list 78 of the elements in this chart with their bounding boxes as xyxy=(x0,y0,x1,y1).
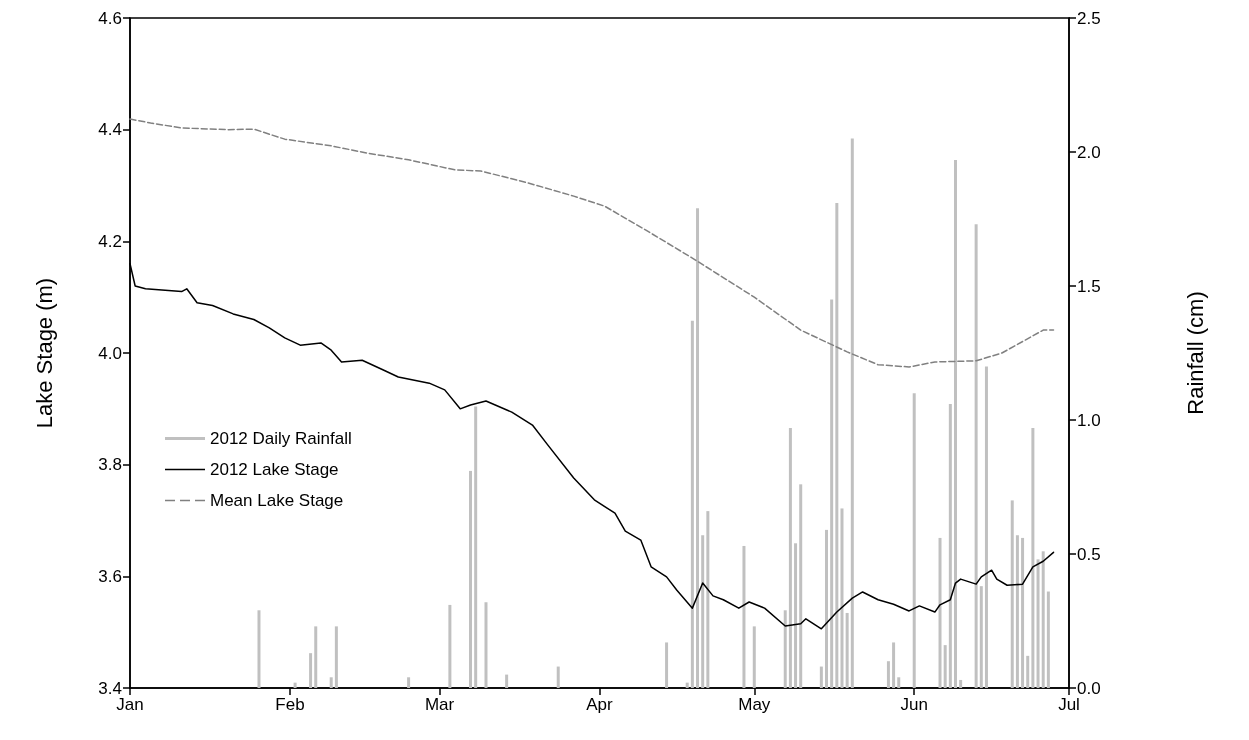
bar xyxy=(701,535,705,688)
bar xyxy=(1036,559,1040,688)
bar xyxy=(665,642,669,688)
bar xyxy=(794,543,798,688)
bar xyxy=(1015,535,1019,688)
y-tick-label: 4.2 xyxy=(98,231,122,251)
bar xyxy=(505,674,509,688)
bar xyxy=(979,586,983,688)
bar xyxy=(1031,428,1035,688)
y-tick-label: 4.0 xyxy=(98,343,122,363)
bar xyxy=(1041,551,1045,688)
y2-tick-label: 1.5 xyxy=(1077,276,1101,296)
bar xyxy=(948,403,952,688)
bar xyxy=(984,366,988,688)
y2-tick-label: 2.0 xyxy=(1077,142,1101,162)
legend-label: 2012 Lake Stage xyxy=(210,460,339,479)
bar xyxy=(912,393,916,688)
x-tick-label: Mar xyxy=(424,695,455,714)
bar xyxy=(484,602,488,688)
y2-tick-label: 1.0 xyxy=(1077,410,1101,430)
x-tick-label: Jun xyxy=(900,695,928,714)
bar xyxy=(783,610,787,688)
bar xyxy=(850,138,854,688)
bar xyxy=(1021,537,1025,688)
bar xyxy=(1010,500,1014,688)
bar xyxy=(556,666,560,688)
y2-tick-label: 0.0 xyxy=(1077,678,1101,698)
y2-axis-title: Rainfall (cm) xyxy=(1182,291,1208,415)
bar xyxy=(752,626,756,688)
y-tick-label: 4.4 xyxy=(98,120,122,140)
bar xyxy=(448,604,452,688)
bar xyxy=(886,661,890,688)
bar xyxy=(1026,655,1030,688)
bar xyxy=(314,626,318,688)
bar xyxy=(892,642,896,688)
x-tick-label: May xyxy=(738,695,771,714)
line-series xyxy=(129,118,1055,368)
y2-tick-label: 2.5 xyxy=(1077,8,1101,28)
bar xyxy=(474,406,478,688)
bar xyxy=(742,545,746,688)
y-tick-label: 3.6 xyxy=(98,566,122,586)
y-tick-label: 4.6 xyxy=(98,8,122,28)
bar xyxy=(293,682,297,688)
bar xyxy=(953,160,957,688)
bar xyxy=(943,645,947,688)
y-tick-label: 3.4 xyxy=(98,678,122,698)
x-tick-label: Apr xyxy=(586,695,614,714)
bar xyxy=(897,677,901,688)
bar xyxy=(309,653,313,688)
bar xyxy=(788,428,792,688)
x-tick-label: Jan xyxy=(116,695,144,714)
bar xyxy=(706,511,710,688)
legend-label: Mean Lake Stage xyxy=(210,491,344,510)
x-tick-label: Feb xyxy=(275,695,305,714)
x-tick-label: Jul xyxy=(1058,695,1080,714)
y-axis-title: Lake Stage (m) xyxy=(31,277,57,429)
bar xyxy=(799,484,803,688)
bar xyxy=(1046,591,1050,688)
bar xyxy=(329,677,333,688)
bar xyxy=(938,537,942,688)
bar xyxy=(469,470,473,688)
bar xyxy=(825,529,829,688)
y-tick-label: 3.8 xyxy=(98,455,122,475)
bar xyxy=(959,679,963,688)
bar xyxy=(696,208,700,688)
bar xyxy=(690,320,694,688)
bar xyxy=(334,626,338,688)
bar xyxy=(845,612,849,688)
bar xyxy=(840,508,844,688)
bar xyxy=(685,682,689,688)
bar xyxy=(830,299,834,688)
bar xyxy=(819,666,823,688)
bar xyxy=(257,610,261,688)
bar xyxy=(974,224,978,688)
bar xyxy=(835,202,839,688)
bar xyxy=(407,677,411,688)
y2-tick-label: 0.5 xyxy=(1077,544,1101,564)
legend-label: 2012 Daily Rainfall xyxy=(210,429,352,448)
